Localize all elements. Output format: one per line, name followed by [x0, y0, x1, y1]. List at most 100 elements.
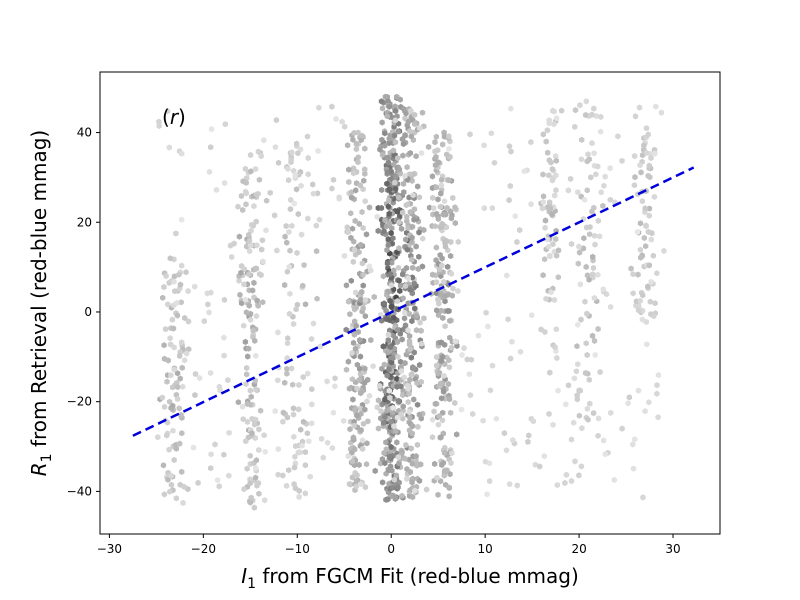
- hexbin-cell: [239, 300, 245, 307]
- hexbin-cell: [280, 418, 286, 425]
- hexbin-cell: [350, 136, 356, 143]
- hexbin-cell: [433, 353, 440, 361]
- hexbin-cell: [407, 150, 413, 157]
- hexbin-cell: [161, 342, 167, 349]
- hexbin-cell: [344, 142, 351, 149]
- hexbin-cell: [442, 323, 448, 330]
- hexbin-cell: [590, 271, 596, 278]
- hexbin-cell: [584, 351, 590, 359]
- hexbin-cell: [420, 235, 426, 242]
- hexbin-cell: [252, 337, 258, 344]
- hexbin-cell: [398, 411, 404, 418]
- hexbin-cell: [640, 494, 646, 501]
- hexbin-cell: [382, 93, 389, 100]
- hexbin-cell: [403, 441, 409, 449]
- hexbin-cell: [368, 337, 374, 344]
- hexbin-cell: [329, 444, 336, 452]
- hexbin-cell: [247, 499, 253, 506]
- hexbin-cell: [175, 384, 181, 391]
- hexbin-cell: [639, 152, 646, 159]
- hexbin-cell: [226, 429, 232, 436]
- hexbin-cell: [396, 245, 402, 252]
- hexbin-cell: [409, 239, 415, 246]
- hexbin-cell: [350, 396, 356, 403]
- hexbin-cell: [395, 397, 402, 404]
- hexbin-cell: [392, 117, 399, 124]
- hexbin-cell: [486, 460, 493, 467]
- hexbin-cell: [165, 357, 171, 364]
- hexbin-cell: [366, 204, 373, 211]
- hexbin-cell: [571, 375, 578, 382]
- hexbin-cell: [392, 179, 398, 186]
- hexbin-cell: [391, 423, 397, 430]
- hexbin-cell: [300, 418, 307, 425]
- hexbin-cell: [346, 481, 353, 488]
- hexbin-cell: [180, 499, 186, 506]
- hexbin-cell: [206, 168, 213, 175]
- hexbin-cell: [280, 409, 287, 416]
- hexbin-cell: [414, 379, 420, 387]
- hexbin-cell: [165, 301, 171, 308]
- hexbin-cell: [448, 344, 455, 351]
- x-tick-label: 0: [387, 542, 395, 556]
- hexbin-cell: [330, 409, 337, 416]
- hexbin-cell: [410, 364, 416, 371]
- hexbin-cell: [442, 243, 449, 250]
- hexbin-cell: [362, 166, 368, 173]
- hexbin-cell: [565, 187, 572, 194]
- hexbin-cell: [411, 280, 417, 287]
- hexbin-cell: [411, 349, 417, 356]
- hexbin-cell: [454, 431, 460, 438]
- hexbin-cell: [379, 119, 385, 126]
- hexbin-cell: [437, 223, 443, 230]
- hexbin-cell: [195, 479, 201, 486]
- hexbin-cell: [592, 351, 598, 359]
- y-tick-label: 40: [77, 126, 92, 140]
- hexbin-cell: [637, 297, 643, 305]
- hexbin-cell: [249, 430, 255, 437]
- hexbin-cell: [387, 186, 393, 193]
- hexbin-cell: [348, 234, 354, 241]
- hexbin-cell: [541, 453, 547, 460]
- hexbin-cell: [544, 127, 551, 134]
- hexbin-cell: [370, 363, 376, 370]
- hexbin-cell: [284, 355, 290, 362]
- hexbin-cell: [377, 382, 383, 389]
- hexbin-cell: [587, 400, 593, 407]
- hexbin-cell: [447, 471, 453, 478]
- hexbin-cell: [582, 369, 589, 377]
- hexbin-cell: [402, 455, 408, 462]
- hexbin-cell: [508, 105, 514, 112]
- hexbin-cell: [357, 353, 364, 360]
- hexbin-cell: [399, 492, 405, 499]
- hexbin-cell: [387, 453, 393, 461]
- hexbin-cell: [595, 271, 601, 278]
- hexbin-cell: [426, 204, 433, 211]
- hexbin-cell: [413, 453, 419, 460]
- hexbin-cell: [583, 340, 589, 347]
- hexbin-cell: [249, 221, 255, 228]
- hexbin-cell: [388, 282, 395, 289]
- hexbin-cell: [394, 375, 400, 382]
- hexbin-cell: [351, 422, 357, 429]
- hexbin-cell: [313, 222, 319, 229]
- hexbin-cell: [271, 212, 278, 219]
- hexbin-cell: [446, 145, 452, 152]
- hexbin-cell: [239, 403, 246, 410]
- hexbin-cell: [441, 341, 448, 348]
- hexbin-cell: [635, 307, 642, 314]
- hexbin-cell: [391, 123, 397, 130]
- hexbin-cell: [506, 143, 513, 150]
- hexbin-cell: [389, 259, 395, 266]
- hexbin-cell: [466, 371, 473, 378]
- hexbin-cell: [170, 384, 176, 391]
- hexbin-cell: [641, 142, 647, 149]
- hexbin-cell: [359, 132, 365, 139]
- hexbin-cell: [438, 395, 445, 402]
- hexbin-cell: [442, 468, 448, 475]
- hexbin-cell: [341, 252, 348, 259]
- hexbin-cell: [244, 371, 250, 378]
- hexbin-cell: [551, 121, 557, 128]
- hexbin-cell: [251, 279, 257, 286]
- hexbin-cell: [408, 133, 414, 140]
